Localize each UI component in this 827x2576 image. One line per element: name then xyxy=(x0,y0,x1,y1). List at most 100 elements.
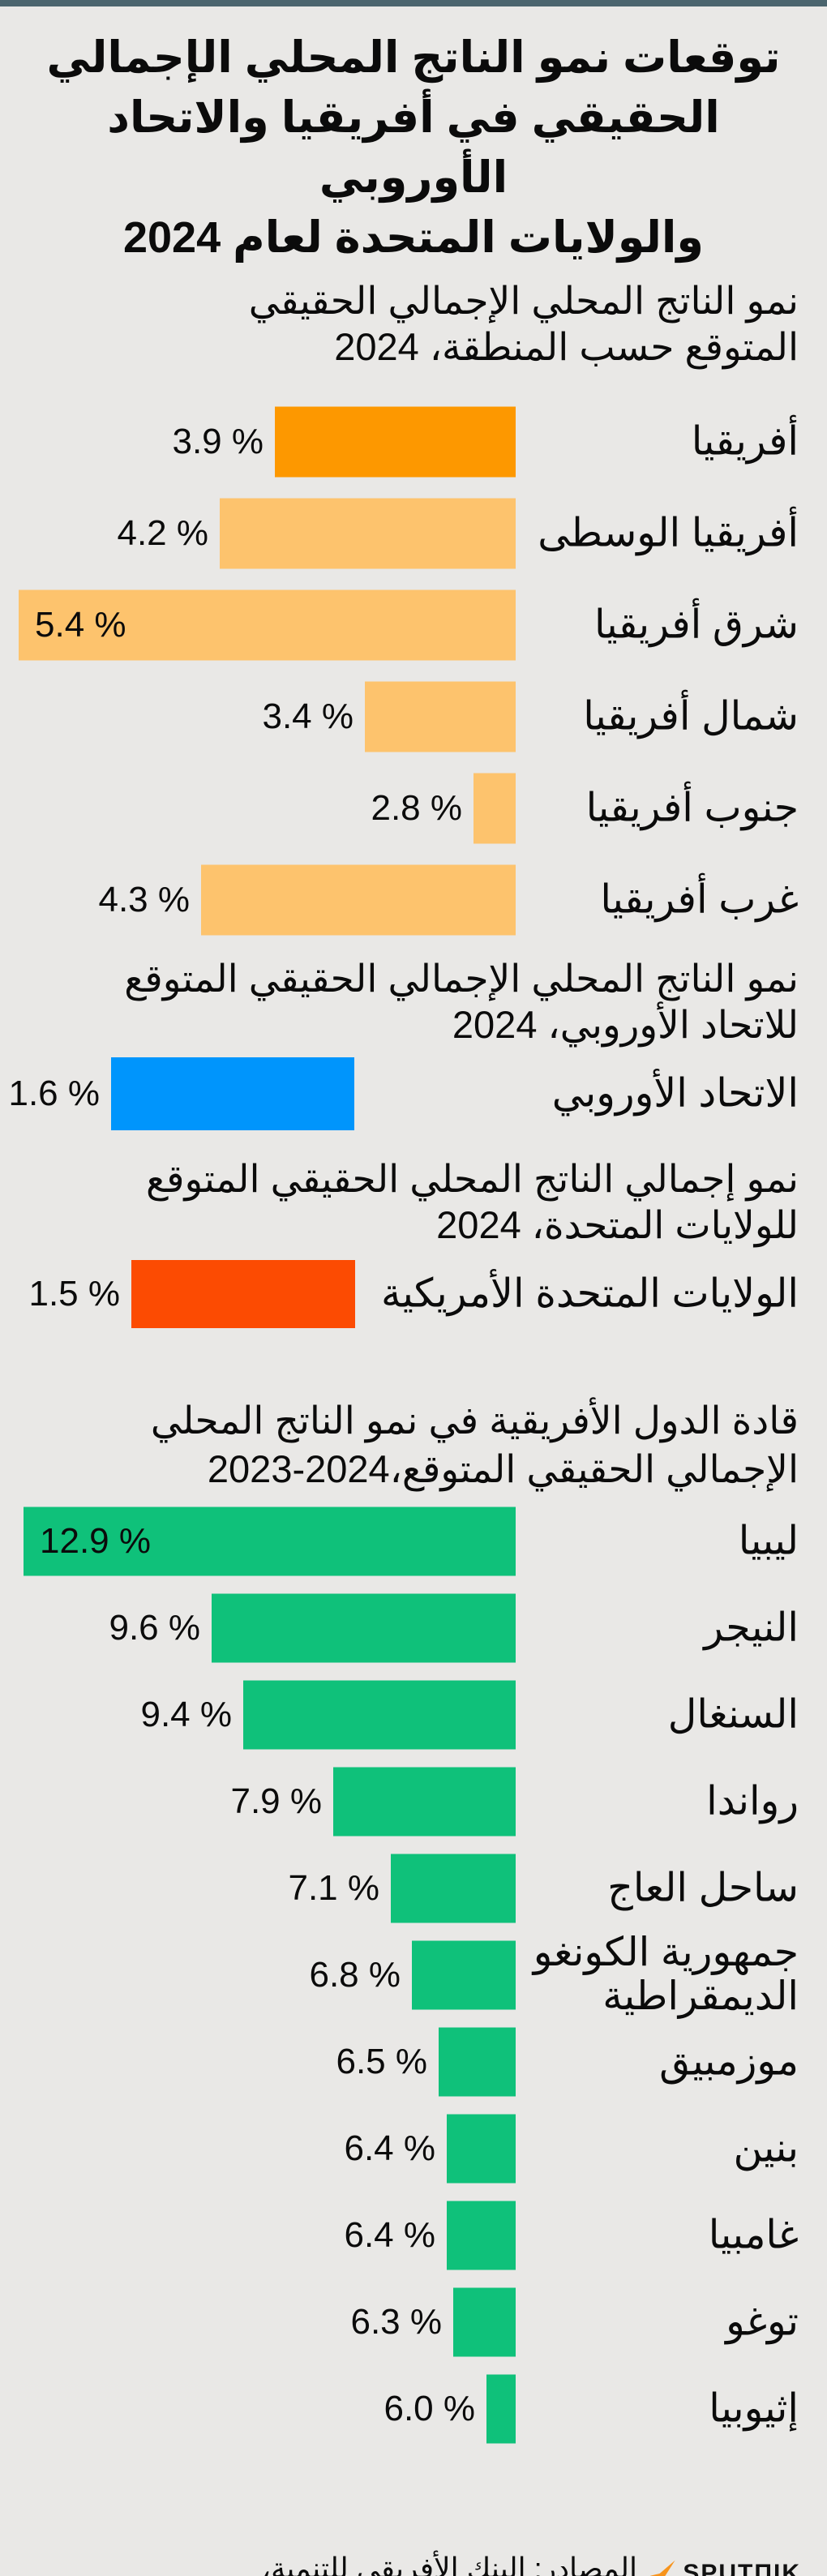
sputnik-wordmark: SPUTΠIK xyxy=(683,2560,801,2576)
chart-leaders-title-line-2: الإجمالي الحقيقي المتوقع،2024-2023 xyxy=(207,1447,799,1490)
chart-us-section: نمو إجمالي الناتج المحلي الحقيقي المتوقع… xyxy=(0,1139,827,1339)
bar-value: 6.0 % xyxy=(384,2388,475,2428)
bar-label: إثيوبيا xyxy=(709,2386,799,2431)
bar-row: 7.1 % ساحل العاج xyxy=(0,1845,827,1931)
page-title-line-3: والولايات المتحدة لعام 2024 xyxy=(122,213,705,262)
bar xyxy=(473,773,516,843)
chart-regions-title-line-2: المتوقع حسب المنطقة، 2024 xyxy=(334,325,799,368)
bar-label: السنغال xyxy=(667,1692,799,1737)
bar-value: 2.8 % xyxy=(371,787,462,828)
chart-eu-title-line-1: نمو الناتج المحلي الإجمالي الحقيقي المتو… xyxy=(124,957,799,1000)
bar xyxy=(24,1507,516,1575)
bar xyxy=(365,681,516,752)
bar-value: 3.4 % xyxy=(262,696,354,736)
bar xyxy=(111,1057,354,1130)
chart-regions-title-line-1: نمو الناتج المحلي الإجمالي الحقيقي xyxy=(248,279,799,322)
bar-label: أفريقيا xyxy=(691,419,799,464)
chart-leaders-title: قادة الدول الأفريقية في نمو الناتج المحل… xyxy=(28,1396,799,1494)
bar-value: 9.4 % xyxy=(140,1694,232,1734)
bar-row: 6.4 % غامبيا xyxy=(0,2192,827,2278)
bar xyxy=(212,1593,516,1662)
bar-label: الاتحاد الأوروبي xyxy=(551,1071,799,1116)
bar-value: 12.9 % xyxy=(40,1520,151,1561)
bar xyxy=(391,1854,516,1922)
chart-leaders-bars: 12.9 % ليبيا 9.6 % النيجر 9.4 % السنغال 7.9 % ر… xyxy=(0,1498,827,2452)
bar-label: غرب أفريقيا xyxy=(600,877,799,922)
bar-label: ليبيا xyxy=(738,1519,799,1563)
bar-label: شمال أفريقيا xyxy=(583,694,799,739)
bar-value: 6.3 % xyxy=(350,2301,442,2342)
bar-label: ساحل العاج xyxy=(607,1866,799,1910)
chart-eu-title: نمو الناتج المحلي الإجمالي الحقيقي المتو… xyxy=(28,955,799,1048)
page-title-line-1: توقعات نمو الناتج المحلي الإجمالي xyxy=(46,33,781,82)
bar xyxy=(447,2114,516,2183)
bar-label: أفريقيا الوسطى xyxy=(538,511,799,555)
bar-value: 9.6 % xyxy=(109,1607,200,1648)
bar-value: 1.6 % xyxy=(8,1073,100,1113)
bar-label: موزمبيق xyxy=(659,2039,799,2084)
bar xyxy=(412,1940,516,2009)
bar xyxy=(275,406,516,477)
top-accent-bar xyxy=(0,0,827,6)
bar-row: 9.6 % النيجر xyxy=(0,1584,827,1671)
bar xyxy=(453,2287,516,2356)
chart-us-title: نمو إجمالي الناتج المحلي الحقيقي المتوقع… xyxy=(28,1155,799,1248)
bar-row: 4.2 % أفريقيا الوسطى xyxy=(0,487,827,579)
bar-row: 4.3 % غرب أفريقيا xyxy=(0,854,827,945)
page-title-line-2: الحقيقي في أفريقيا والاتحاد الأوروبي xyxy=(107,93,720,202)
chart-us-title-line-1: نمو إجمالي الناتج المحلي الحقيقي المتوقع xyxy=(146,1157,799,1200)
chart-us-bars: 1.5 % الولايات المتحدة الأمريكية xyxy=(0,1248,827,1339)
bar-row: 9.4 % السنغال xyxy=(0,1671,827,1758)
chart-us-title-line-2: للولايات المتحدة، 2024 xyxy=(436,1203,799,1246)
bar-label: جنوب أفريقيا xyxy=(585,786,799,830)
bar-row: 6.4 % بنين xyxy=(0,2105,827,2192)
bar-value: 6.5 % xyxy=(336,2041,427,2081)
bar-value: 1.5 % xyxy=(28,1273,120,1314)
bar xyxy=(486,2374,516,2443)
bar-label: غامبيا xyxy=(708,2213,799,2257)
sputnik-logo: SPUTΠIK xyxy=(649,2552,801,2576)
bar-value: 3.9 % xyxy=(172,421,264,461)
bar-value: 6.4 % xyxy=(344,2214,435,2255)
bar-label: رواندا xyxy=(706,1779,799,1824)
bar xyxy=(243,1680,516,1749)
bar-row: 6.3 % توغو xyxy=(0,2278,827,2365)
bar-value: 7.9 % xyxy=(230,1781,322,1821)
bar-label: جمهورية الكونغو الديمقراطية xyxy=(533,1930,799,2019)
bar-row: 2.8 % جنوب أفريقيا xyxy=(0,762,827,854)
bar-label: توغو xyxy=(726,2300,799,2344)
bar-value: 5.4 % xyxy=(35,604,126,645)
bar-row: 6.8 % جمهورية الكونغو الديمقراطية xyxy=(0,1930,827,2019)
bar-row: 5.4 % شرق أفريقيا xyxy=(0,579,827,671)
sources-footer: المصادر: البنك الأفريقي للتنمية، المفوضي… xyxy=(0,2548,827,2576)
bar-label: النيجر xyxy=(704,1605,799,1650)
bar xyxy=(439,2027,516,2096)
bar xyxy=(447,2201,516,2270)
chart-eu-title-line-2: للاتحاد الأوروبي، 2024 xyxy=(452,1003,799,1046)
bar-row: 6.0 % إثيوبيا xyxy=(0,2365,827,2452)
bar-value: 6.4 % xyxy=(344,2128,435,2168)
bar-label: بنين xyxy=(733,2126,799,2171)
bar xyxy=(201,864,516,935)
bar xyxy=(19,589,516,660)
bar-row: 7.9 % رواندا xyxy=(0,1758,827,1845)
bar-row: 12.9 % ليبيا xyxy=(0,1498,827,1584)
bar xyxy=(220,498,516,568)
chart-regions-title: نمو الناتج المحلي الإجمالي الحقيقي المتوق… xyxy=(28,277,799,370)
sputnik-arrow-icon xyxy=(650,2560,675,2576)
bar-label: الولايات المتحدة الأمريكية xyxy=(380,1271,799,1316)
bar-row: 1.5 % الولايات المتحدة الأمريكية xyxy=(0,1248,827,1339)
bar-row: 3.4 % شمال أفريقيا xyxy=(0,671,827,762)
chart-leaders-title-line-1: قادة الدول الأفريقية في نمو الناتج المحل… xyxy=(150,1399,799,1442)
chart-regions-section: نمو الناتج المحلي الإجمالي الحقيقي المتوق… xyxy=(0,277,827,945)
bar-label: شرق أفريقيا xyxy=(594,602,799,647)
bar-value: 6.8 % xyxy=(309,1954,401,1995)
sources-line-1: المصادر: البنك الأفريقي للتنمية، xyxy=(261,2552,637,2576)
bar-row: 3.9 % أفريقيا xyxy=(0,396,827,487)
bar-value: 4.3 % xyxy=(98,879,190,919)
bar xyxy=(131,1259,355,1328)
chart-eu-bars: 1.6 % الاتحاد الأوروبي xyxy=(0,1048,827,1139)
bar xyxy=(333,1767,516,1836)
bar-row: 1.6 % الاتحاد الأوروبي xyxy=(0,1048,827,1139)
